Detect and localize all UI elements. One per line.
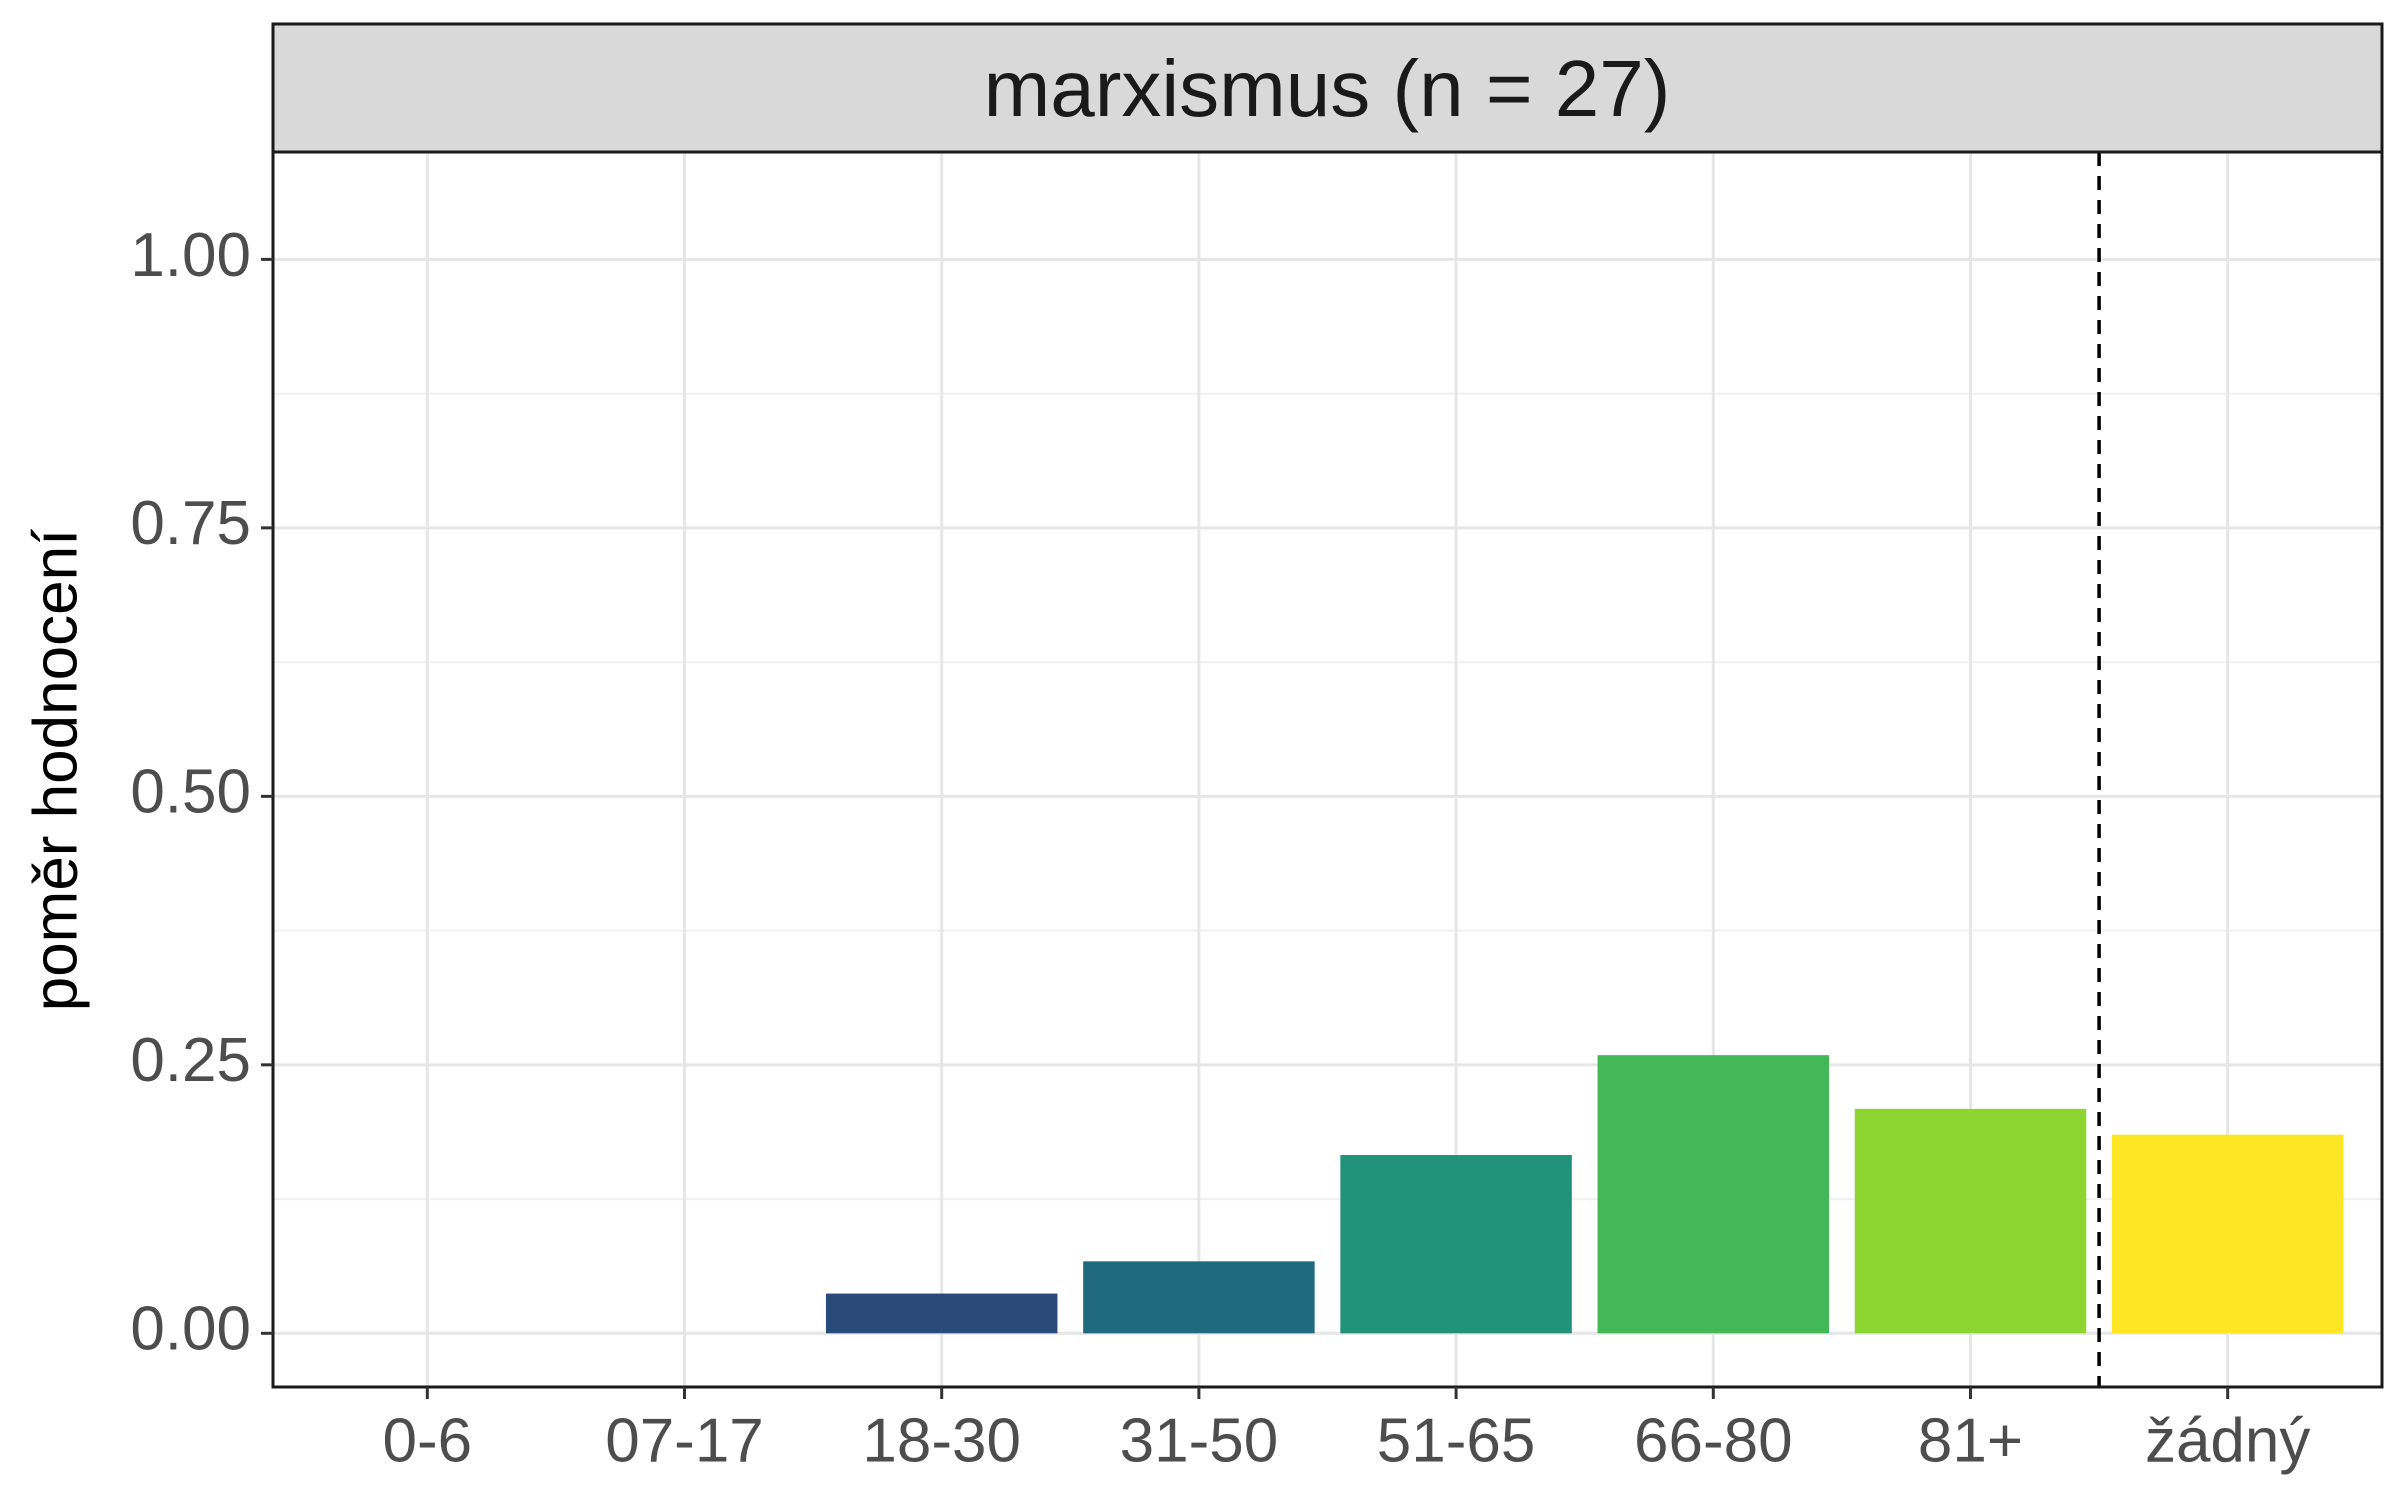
x-tick-label: 51-65 [1377, 1406, 1536, 1475]
bar-81+ [1854, 1108, 2087, 1334]
y-tick-label: 0.25 [130, 1026, 251, 1095]
y-axis-label: poměr hodnocení [21, 529, 90, 1012]
bar-66-80 [1597, 1055, 1830, 1334]
y-tick-label: 0.75 [130, 489, 251, 558]
bar-51-65 [1340, 1155, 1572, 1334]
y-axis: 0.00 0.25 0.50 0.75 1.00 [130, 221, 273, 1364]
x-axis: 0-6 07-17 18-30 31-50 51-65 66-80 81+ žádný [383, 1387, 2310, 1475]
x-tick-label: 81+ [1918, 1406, 2023, 1475]
x-tick-label: 18-30 [862, 1406, 1021, 1475]
y-tick-label: 0.50 [130, 758, 251, 827]
bar-18-30 [825, 1293, 1058, 1334]
x-tick-label: žádný [2145, 1406, 2310, 1475]
bar-žádný [2111, 1134, 2344, 1334]
bars [825, 1055, 2344, 1334]
x-tick-label: 31-50 [1120, 1406, 1279, 1475]
y-tick-label: 0.00 [130, 1295, 251, 1364]
facet-title: marxismus (n = 27) [984, 44, 1671, 133]
x-tick-label: 0-6 [383, 1406, 473, 1475]
facet-strip [271, 22, 2384, 154]
x-tick-label: 66-80 [1634, 1406, 1793, 1475]
y-tick-label: 1.00 [130, 221, 251, 290]
x-tick-label: 07-17 [605, 1406, 764, 1475]
bar-31-50 [1083, 1261, 1315, 1334]
plot-panel-border [271, 150, 2384, 1389]
